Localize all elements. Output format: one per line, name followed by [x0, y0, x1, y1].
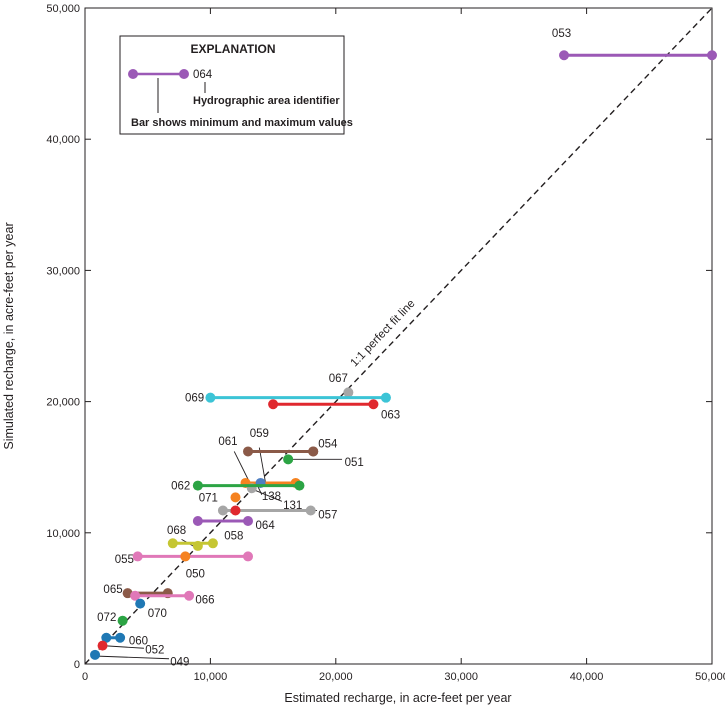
legend: EXPLANATION 064 Hydrographic area identi… [119, 35, 353, 135]
min-point-067 [343, 387, 354, 398]
point-label-072: 072 [97, 612, 116, 624]
point-label-069: 069 [185, 393, 204, 405]
y-tick-label: 50,000 [46, 3, 80, 15]
point-label-131: 131 [283, 500, 302, 512]
point-labels: 053 067 069 063 061 059 054 051 062 138 071 131 057 0… [97, 28, 571, 668]
point-label-057: 057 [318, 509, 337, 521]
legend-sample-max-point [179, 69, 189, 79]
point-label-061: 061 [218, 436, 237, 448]
min-point-068 [167, 538, 178, 549]
max-point-068 [207, 538, 218, 549]
max-point-055 [243, 551, 254, 562]
point-label-059: 059 [250, 428, 269, 440]
min-point-066 [130, 590, 141, 601]
perfect-fit-line-label: 1:1 perfect fit line [348, 298, 417, 370]
y-tick-label: 40,000 [46, 134, 80, 146]
min-point-050 [180, 551, 191, 562]
max-point-053 [707, 50, 717, 61]
point-label-051: 051 [345, 457, 364, 469]
x-tick-label: 20,000 [319, 671, 353, 683]
x-tick-label: 0 [82, 671, 88, 683]
point-label-067: 067 [329, 373, 348, 385]
min-point-069 [205, 392, 216, 403]
point-label-053: 053 [552, 28, 571, 40]
x-axis-title: Estimated recharge, in acre-feet per yea… [284, 691, 511, 705]
legend-id-caption: Hydrographic area identifier [193, 95, 340, 107]
point-label-071: 071 [199, 492, 218, 504]
point-label-055: 055 [115, 554, 134, 566]
point-label-066: 066 [195, 595, 214, 607]
leader-line-052 [102, 645, 144, 649]
min-point-065 [122, 588, 133, 599]
min-point-063 [268, 399, 279, 410]
min-point-072 [117, 615, 128, 626]
point-label-050: 050 [186, 568, 205, 580]
point-label-064: 064 [256, 520, 276, 532]
max-point-060 [115, 632, 126, 643]
point-label-063: 063 [381, 410, 400, 422]
point-label-054: 054 [318, 439, 338, 451]
y-tick-label: 30,000 [46, 265, 80, 277]
point-label-049: 049 [170, 656, 189, 668]
point-label-068: 068 [167, 525, 186, 537]
y-tick-label: 0 [74, 659, 80, 671]
min-point-058 [192, 540, 203, 551]
x-tick-label: 10,000 [194, 671, 228, 683]
max-point-062 [294, 480, 305, 491]
point-label-065: 065 [103, 584, 122, 596]
max-point-063 [368, 399, 379, 410]
min-point-053 [559, 50, 570, 61]
plot-frame [84, 7, 713, 665]
leader-line-131 [252, 489, 283, 502]
min-point-061 [243, 446, 254, 457]
min-point-052 [97, 640, 108, 651]
max-point-057 [305, 505, 316, 516]
legend-box [119, 35, 345, 135]
legend-title: EXPLANATION [190, 42, 275, 56]
point-label-058: 058 [224, 530, 243, 542]
min-point-054 [308, 446, 319, 457]
point-label-060: 060 [129, 635, 148, 647]
axis-ticks: 0 10,000 20,000 30,000 40,000 50,000 0 10,000 20… [46, 3, 725, 683]
min-point-055 [132, 551, 143, 562]
min-point-062 [192, 480, 203, 491]
leader-lines [97, 447, 343, 660]
min-point-051 [283, 454, 294, 465]
x-tick-label: 50,000 [695, 671, 725, 683]
leader-line-049 [97, 655, 170, 660]
min-point-057 [217, 505, 228, 516]
x-tick-label: 30,000 [444, 671, 478, 683]
legend-bar-caption: Bar shows minimum and maximum values [131, 117, 353, 129]
point-label-138: 138 [262, 491, 281, 503]
y-axis-title: Simulated recharge, in acre-feet per yea… [2, 222, 16, 449]
y-tick-label: 10,000 [46, 528, 80, 540]
point-label-070: 070 [148, 608, 167, 620]
x-tick-label: 40,000 [570, 671, 604, 683]
min-point-057-red [230, 505, 241, 516]
legend-sample-id: 064 [193, 69, 213, 81]
min-point-060 [101, 632, 112, 643]
y-tick-label: 20,000 [46, 397, 80, 409]
leader-line-059 [258, 447, 267, 484]
point-label-062: 062 [171, 481, 190, 493]
min-point-071 [230, 492, 241, 503]
point-label-052: 052 [145, 645, 164, 657]
min-point-064 [192, 515, 203, 526]
min-point-070 [135, 598, 146, 609]
max-point-066 [184, 590, 195, 601]
legend-sample-min-point [128, 69, 138, 79]
leader-line-138 [257, 486, 263, 495]
max-point-064 [243, 515, 254, 526]
min-point-049 [90, 649, 101, 660]
max-point-069 [380, 392, 391, 403]
data-series-layer [90, 50, 717, 660]
